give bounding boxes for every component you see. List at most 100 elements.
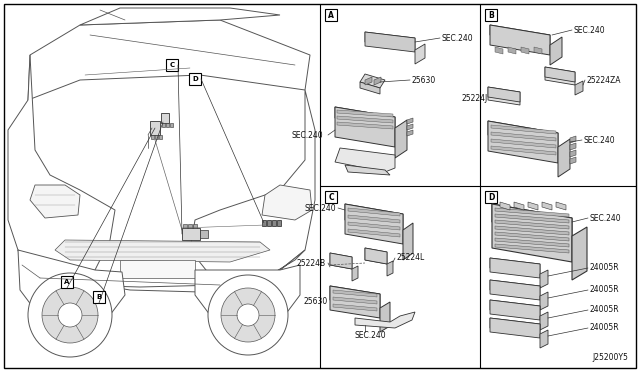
Bar bbox=[267, 220, 271, 226]
Polygon shape bbox=[333, 304, 377, 311]
Text: C: C bbox=[328, 192, 334, 202]
Polygon shape bbox=[521, 47, 529, 54]
Text: SEC.240: SEC.240 bbox=[305, 203, 336, 212]
Text: 25224B: 25224B bbox=[297, 259, 326, 267]
Polygon shape bbox=[545, 67, 575, 82]
Polygon shape bbox=[572, 227, 587, 280]
Polygon shape bbox=[360, 82, 380, 94]
Polygon shape bbox=[335, 107, 395, 147]
Polygon shape bbox=[18, 250, 125, 322]
Polygon shape bbox=[407, 124, 413, 130]
Polygon shape bbox=[330, 286, 380, 308]
Polygon shape bbox=[365, 77, 372, 85]
Circle shape bbox=[208, 275, 288, 355]
Polygon shape bbox=[28, 20, 310, 100]
Polygon shape bbox=[514, 202, 524, 210]
Polygon shape bbox=[18, 250, 305, 292]
Polygon shape bbox=[528, 202, 538, 210]
Bar bbox=[200, 230, 208, 238]
Bar bbox=[189, 73, 201, 85]
Bar bbox=[93, 291, 105, 303]
Polygon shape bbox=[337, 116, 393, 123]
Polygon shape bbox=[333, 297, 377, 304]
Bar bbox=[120, 260, 195, 278]
Text: B: B bbox=[97, 294, 102, 300]
Polygon shape bbox=[534, 47, 542, 54]
Polygon shape bbox=[30, 185, 80, 218]
Polygon shape bbox=[495, 226, 569, 235]
Text: D: D bbox=[488, 192, 494, 202]
Polygon shape bbox=[508, 47, 516, 54]
Polygon shape bbox=[335, 107, 395, 128]
Polygon shape bbox=[403, 223, 413, 260]
Polygon shape bbox=[492, 204, 572, 236]
Text: SEC.240: SEC.240 bbox=[291, 131, 323, 140]
Bar bbox=[166, 59, 178, 71]
Polygon shape bbox=[495, 220, 569, 229]
Text: J25200Y5: J25200Y5 bbox=[592, 353, 628, 362]
Bar bbox=[151, 135, 154, 139]
Polygon shape bbox=[348, 229, 400, 237]
Polygon shape bbox=[570, 143, 576, 150]
Polygon shape bbox=[365, 32, 415, 52]
Polygon shape bbox=[488, 87, 520, 105]
Text: D: D bbox=[192, 76, 198, 82]
Bar bbox=[325, 9, 337, 21]
Polygon shape bbox=[491, 139, 556, 148]
Polygon shape bbox=[540, 330, 548, 348]
Polygon shape bbox=[333, 290, 377, 297]
Polygon shape bbox=[491, 132, 556, 141]
Polygon shape bbox=[575, 81, 583, 95]
Polygon shape bbox=[490, 300, 540, 316]
Bar bbox=[61, 276, 73, 288]
Polygon shape bbox=[337, 122, 393, 129]
Polygon shape bbox=[495, 47, 503, 54]
Bar bbox=[183, 224, 187, 228]
Polygon shape bbox=[80, 8, 280, 25]
Text: 25630: 25630 bbox=[412, 76, 436, 84]
Text: 24005R: 24005R bbox=[590, 263, 620, 273]
Circle shape bbox=[42, 287, 98, 343]
Text: 24005R: 24005R bbox=[590, 324, 620, 333]
Polygon shape bbox=[495, 208, 569, 217]
Text: A: A bbox=[64, 279, 70, 285]
Bar bbox=[155, 135, 158, 139]
Text: SEC.240: SEC.240 bbox=[355, 331, 387, 340]
Polygon shape bbox=[348, 215, 400, 223]
Polygon shape bbox=[558, 139, 570, 177]
Polygon shape bbox=[492, 204, 572, 262]
Polygon shape bbox=[387, 261, 393, 276]
Polygon shape bbox=[490, 280, 540, 300]
Polygon shape bbox=[355, 312, 415, 328]
Bar bbox=[262, 220, 266, 226]
Polygon shape bbox=[491, 125, 556, 134]
Polygon shape bbox=[415, 44, 425, 64]
Text: 25630: 25630 bbox=[304, 298, 328, 307]
Polygon shape bbox=[488, 87, 520, 102]
Polygon shape bbox=[348, 222, 400, 230]
Circle shape bbox=[58, 303, 82, 327]
Bar bbox=[485, 9, 497, 21]
Text: SEC.240: SEC.240 bbox=[590, 214, 621, 222]
Bar bbox=[150, 121, 160, 135]
Text: 25224L: 25224L bbox=[397, 253, 425, 263]
Polygon shape bbox=[495, 244, 569, 253]
Bar bbox=[272, 220, 276, 226]
Polygon shape bbox=[490, 25, 550, 55]
Circle shape bbox=[237, 304, 259, 326]
Circle shape bbox=[28, 273, 112, 357]
Polygon shape bbox=[345, 165, 390, 175]
Polygon shape bbox=[365, 32, 415, 50]
Text: 25224J: 25224J bbox=[461, 93, 488, 103]
Polygon shape bbox=[352, 266, 358, 281]
Polygon shape bbox=[490, 318, 540, 334]
Polygon shape bbox=[490, 318, 540, 338]
Polygon shape bbox=[190, 90, 315, 280]
Polygon shape bbox=[490, 280, 540, 296]
Text: SEC.240: SEC.240 bbox=[574, 26, 605, 35]
Bar bbox=[182, 228, 200, 240]
Polygon shape bbox=[335, 148, 395, 172]
Polygon shape bbox=[550, 37, 562, 65]
Bar bbox=[325, 191, 337, 203]
Polygon shape bbox=[345, 204, 403, 230]
